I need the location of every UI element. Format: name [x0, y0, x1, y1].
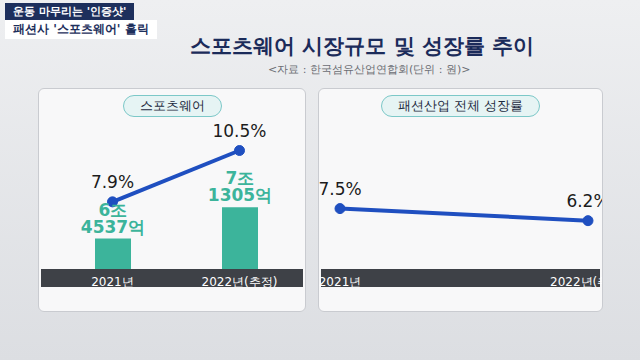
svg-text:2022년(추정): 2022년(추정): [550, 275, 602, 287]
html-text:스포츠웨어: 스포츠웨어: [139, 98, 205, 113]
html-text:운동 마무리는 '인증샷': 운동 마무리는 '인증샷': [13, 5, 127, 18]
svg-text:10.5%: 10.5%: [212, 121, 266, 141]
svg-text:6.2%: 6.2%: [566, 191, 602, 211]
svg-text:6조4537억: 6조4537억: [81, 200, 145, 237]
svg-text:7.9%: 7.9%: [91, 172, 134, 192]
svg-text:7조1305억: 7조1305억: [208, 168, 272, 205]
svg-text:2021년: 2021년: [91, 275, 134, 287]
html-text:스포츠웨어 시장규모 및 성장률 추이: 스포츠웨어 시장규모 및 성장률 추이: [190, 34, 535, 58]
html-text:<자료 : 한국섬유산업연합회(단위 : 원)>: <자료 : 한국섬유산업연합회(단위 : 원)>: [268, 63, 471, 76]
svg-text:2021년: 2021년: [319, 275, 361, 287]
html-text:패션사 '스포츠웨어' 홀릭: 패션사 '스포츠웨어' 홀릭: [13, 22, 149, 36]
html-text:패션산업 전체 성장률: 패션산업 전체 성장률: [397, 98, 524, 113]
svg-text:2022년(추정): 2022년(추정): [202, 275, 278, 287]
svg-text:7.5%: 7.5%: [319, 179, 362, 199]
